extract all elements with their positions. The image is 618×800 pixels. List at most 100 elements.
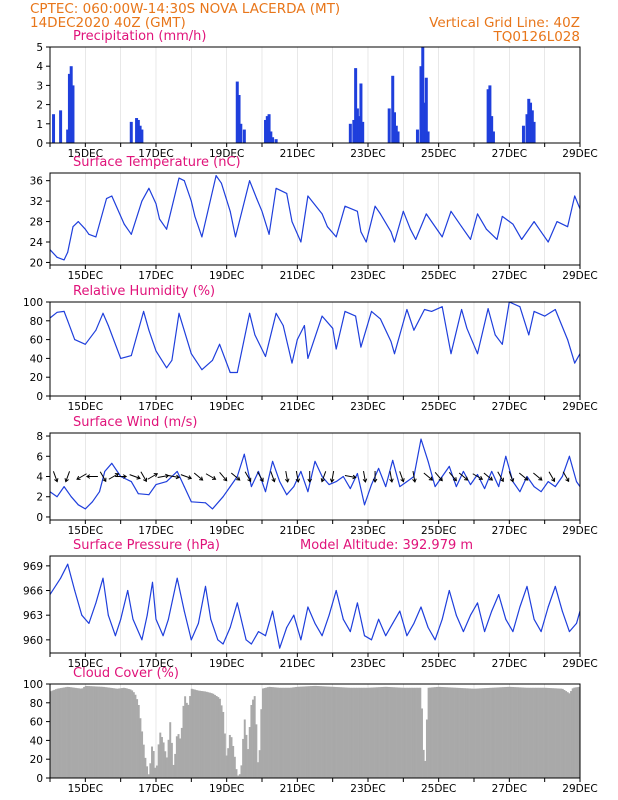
cloud-column: [245, 734, 248, 778]
wind-point: [286, 494, 288, 496]
wind-arrow-head: [524, 476, 529, 481]
wind-arrow-shaft: [285, 470, 289, 483]
cloud-column: [285, 687, 288, 778]
cloud-column: [560, 688, 563, 778]
pressure-point: [229, 627, 231, 629]
pressure-point: [120, 618, 122, 620]
cloud-column: [109, 687, 112, 778]
humidity-point: [107, 325, 109, 326]
chart-panels: Precipitation (mm/h) 0 1 2 3 4 5 15DEC 17DEC 19DE…: [23, 29, 598, 795]
wind-line: [49, 438, 581, 510]
cloud-column: [296, 686, 299, 778]
cloud-column: [518, 687, 521, 778]
cloud-column: [78, 688, 81, 778]
pressure-point: [526, 585, 528, 587]
humidity-point: [466, 327, 468, 329]
cloud-column: [427, 687, 430, 778]
cloud-column: [103, 686, 105, 778]
precip-bar: [71, 85, 75, 143]
wind-point: [356, 472, 358, 474]
cloud-column: [152, 751, 155, 778]
cloud-column: [515, 687, 518, 778]
cloud-column: [180, 727, 183, 778]
temperature-point: [415, 238, 417, 240]
temperature-line: [49, 175, 581, 261]
cloud-column: [548, 688, 551, 778]
pressure-point: [102, 577, 104, 579]
x-tick-label: 27DEC: [492, 525, 527, 537]
x-tick-label: 19DEC: [209, 525, 244, 537]
cloud-column: [175, 736, 178, 778]
y-tick-label: 20: [30, 754, 43, 766]
wind-arrow: [483, 472, 494, 481]
cloud-column: [213, 694, 216, 778]
cloud-column: [449, 687, 452, 778]
y-tick-label: 8: [36, 431, 43, 443]
humidity-frame: [49, 301, 581, 397]
cloud-column: [374, 687, 377, 778]
pressure-point: [300, 639, 302, 641]
humidity-point: [291, 362, 293, 364]
wind-arrow: [562, 471, 570, 483]
cloud-column: [339, 687, 342, 778]
humidity-point: [219, 343, 221, 345]
x-tick-label: 29DEC: [562, 270, 597, 282]
cloud-column: [200, 690, 203, 778]
pressure-point: [399, 610, 401, 612]
pressure-point: [88, 622, 90, 624]
precip-bar: [59, 110, 63, 143]
precipitation-frame: [49, 46, 581, 144]
precip-bar: [393, 112, 396, 143]
humidity-point: [296, 339, 298, 341]
pressure-title: Surface Pressure (hPa): [73, 538, 220, 553]
cloud-column: [323, 686, 326, 778]
temperature-point: [77, 221, 79, 223]
temperature-point: [431, 221, 433, 223]
cloud-column: [280, 687, 283, 778]
precip-bar: [491, 131, 495, 143]
wind-arrow-shaft: [448, 471, 457, 482]
header-location: CPTEC: 060:00W-14:30S NOVA LACERDA (MT): [30, 1, 340, 17]
x-tick-label: 29DEC: [562, 658, 597, 670]
temperature-frame: [49, 172, 581, 266]
cloud-column: [167, 739, 170, 778]
cloud-column: [391, 687, 394, 778]
cloud-column: [305, 686, 308, 778]
humidity-point: [379, 318, 381, 320]
x-tick-label: 19DEC: [209, 783, 244, 795]
wind-point: [212, 508, 214, 510]
humidity-point: [67, 320, 69, 322]
wind-point: [307, 491, 309, 493]
humidity-point: [74, 339, 76, 341]
y-tick-label: 0: [36, 773, 43, 785]
precipitation-title: Precipitation (mm/h): [73, 29, 206, 44]
precip-bar: [394, 125, 398, 143]
cloud-column: [184, 696, 187, 778]
pressure-point: [547, 606, 549, 608]
wind-arrow: [108, 473, 120, 480]
temperature-point: [111, 195, 113, 197]
pressure-point: [167, 618, 169, 620]
x-tick-label: 17DEC: [138, 525, 173, 537]
cloud-column: [124, 688, 127, 778]
cloud-column: [363, 687, 365, 778]
temperature-point: [441, 236, 443, 238]
x-tick-label: 17DEC: [138, 401, 173, 413]
cloud-column: [452, 687, 455, 778]
wind-arrow-head: [284, 478, 290, 483]
humidity-point: [190, 353, 192, 355]
header-grid-note: Vertical Grid Line: 40Z: [429, 15, 580, 31]
cloud-column: [74, 687, 77, 778]
cloud-column: [298, 686, 301, 778]
pressure-point: [519, 606, 521, 608]
x-tick-label: 19DEC: [209, 270, 244, 282]
humidity-point: [265, 356, 267, 358]
pressure-point: [151, 581, 153, 583]
humidity-point: [95, 329, 97, 331]
wind-arrow-head: [199, 476, 204, 481]
cloud-column: [250, 705, 253, 778]
wind-arrow-shaft: [399, 471, 404, 482]
pressure-point: [250, 643, 252, 645]
cloud-column: [275, 687, 278, 778]
x-tick-label: 17DEC: [138, 270, 173, 282]
